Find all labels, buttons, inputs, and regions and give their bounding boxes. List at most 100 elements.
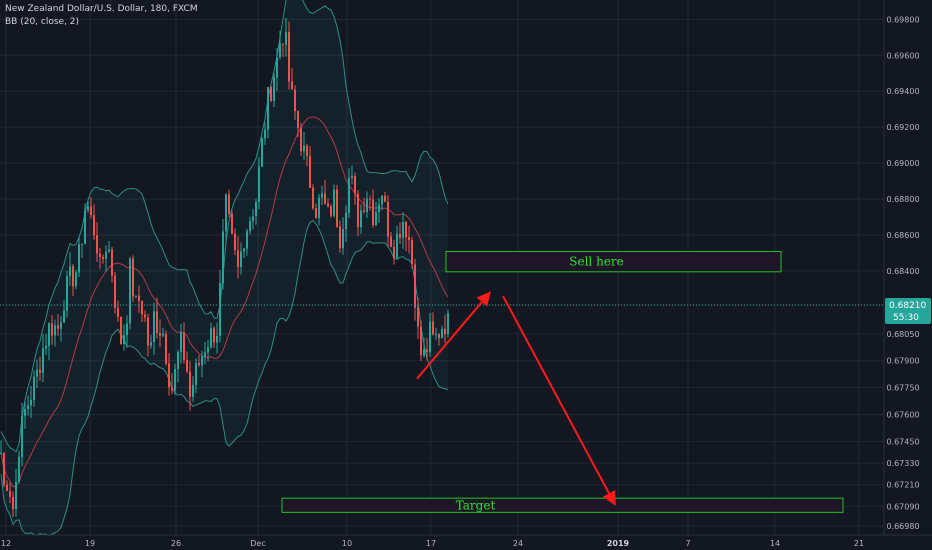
candle-body	[195, 362, 197, 385]
time-tick-label-10: 21	[854, 539, 864, 548]
sell-here-box[interactable]	[445, 250, 782, 273]
candle-body	[369, 198, 371, 200]
candle-body	[339, 226, 341, 249]
candle-body	[240, 251, 242, 267]
candle-body	[258, 166, 260, 203]
candle-body	[153, 311, 155, 343]
price-tick-label-6: 0.68600	[886, 231, 919, 240]
price-tick-label-17: 0.66980	[886, 522, 919, 531]
candle-body	[207, 347, 209, 353]
down-arrow[interactable]	[502, 295, 616, 506]
candle-body	[396, 233, 398, 259]
candle-body	[66, 276, 68, 311]
candle-body	[273, 77, 275, 101]
candle-body	[63, 310, 65, 323]
candle-body	[96, 235, 98, 254]
candle-body	[321, 193, 323, 198]
up-arrow[interactable]	[416, 291, 491, 380]
price-tick-label-14: 0.67330	[886, 459, 919, 468]
candle-body	[75, 272, 77, 287]
candle-body	[228, 194, 230, 214]
candle-body	[390, 236, 392, 247]
candle-body	[327, 203, 329, 207]
candle-body	[282, 43, 284, 45]
candle-body	[318, 197, 320, 218]
candle-body	[6, 484, 8, 491]
price-tick-label-4: 0.69000	[886, 159, 919, 168]
candle-body	[72, 266, 74, 287]
time-tick-label-4: 10	[342, 539, 352, 548]
candle-body	[51, 323, 53, 336]
candle-body	[102, 256, 104, 259]
price-badge-box	[885, 298, 931, 325]
candle-body	[69, 266, 71, 277]
candle-body	[222, 231, 224, 283]
target-box[interactable]	[281, 497, 844, 513]
candle-body	[234, 233, 236, 251]
candle-body	[180, 332, 182, 353]
price-axis[interactable]: 0.69800 0.69600 0.69400 0.69200 0.69000 0.688…	[883, 0, 920, 535]
bb-upper-band	[0, 0, 449, 453]
candle-body	[315, 208, 317, 218]
candle-body	[423, 349, 425, 356]
candle-body	[381, 195, 383, 205]
candle-body	[159, 333, 161, 336]
candle-body	[345, 212, 347, 230]
candle-body	[279, 43, 281, 58]
candle-body	[438, 334, 440, 339]
last-price-badge: 0.68210 55:30	[885, 298, 931, 325]
candle-body	[54, 325, 56, 336]
candle-body	[276, 57, 278, 78]
candle-body	[237, 250, 239, 267]
candle-body	[432, 321, 434, 335]
candle-body	[132, 258, 134, 297]
candle-body	[405, 222, 407, 238]
candle-body	[81, 243, 83, 245]
price-tick-label-16: 0.67090	[886, 502, 919, 511]
time-tick-label-1: 19	[85, 539, 95, 548]
candle-body	[36, 369, 38, 377]
candle-body	[288, 32, 290, 82]
candle-body	[114, 275, 116, 308]
candle-body	[201, 356, 203, 366]
candle-body	[78, 244, 80, 273]
candle-body	[204, 352, 206, 357]
candle-body	[144, 314, 146, 318]
price-tick-label-3: 0.69200	[886, 123, 919, 132]
candle-body	[414, 264, 416, 308]
candle-body	[354, 176, 356, 194]
candle-body	[264, 129, 266, 139]
candle-body	[156, 311, 158, 334]
candle-body	[252, 216, 254, 222]
sell-here-label: Sell here	[569, 255, 623, 269]
candle-body	[351, 176, 353, 178]
time-tick-label-2: 26	[171, 539, 181, 548]
price-tick-label-0: 0.69800	[886, 15, 919, 24]
candle-body	[168, 363, 170, 388]
candle-body	[387, 201, 389, 237]
time-axis[interactable]: 12 19 26 Dec 10 17 24 2019 7 14 21	[0, 534, 932, 548]
candle-body	[21, 415, 23, 457]
candle-body	[108, 249, 110, 252]
candle-body	[447, 313, 449, 335]
candle-body	[309, 156, 311, 188]
price-tick-label-10: 0.67900	[886, 357, 919, 366]
price-tick-label-12: 0.67600	[886, 411, 919, 420]
time-tick-label-6: 24	[513, 539, 523, 548]
candle-body	[261, 138, 263, 167]
candle-body	[441, 328, 443, 339]
candle-body	[375, 212, 377, 226]
candle-body	[225, 194, 227, 232]
candle-body	[42, 348, 44, 373]
candle-body	[12, 496, 14, 510]
candle-body	[213, 328, 215, 343]
candle-body	[138, 295, 140, 301]
price-tick-label-13: 0.67450	[886, 438, 919, 447]
candle-body	[48, 323, 50, 346]
annotations[interactable]: Sell here Target	[281, 250, 844, 513]
candle-body	[420, 326, 422, 356]
candle-body	[384, 195, 386, 202]
candle-body	[198, 362, 200, 366]
candle-body	[210, 328, 212, 348]
